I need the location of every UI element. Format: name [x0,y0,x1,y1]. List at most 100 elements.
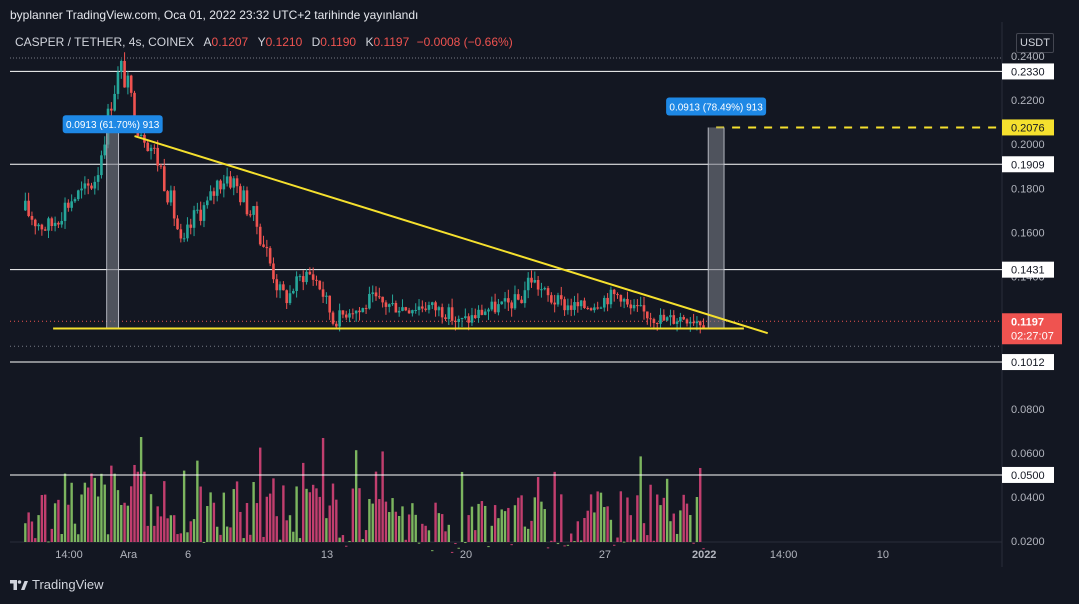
candle-body [675,321,679,324]
candle-body [559,295,563,300]
candle-body [202,205,206,221]
volume-bar [315,488,318,542]
candle-body [156,147,159,166]
candle-body [368,293,371,309]
volume-bar [222,492,226,542]
volume-bar [381,451,384,542]
level-price-tag [1002,156,1054,173]
time-tick-label: 10 [877,549,889,561]
candle-body [546,288,550,296]
candle-body [632,305,636,309]
candle-body [222,183,226,190]
candle-body [579,300,583,307]
bar-countdown-label: 02:27:07 [1011,330,1054,342]
volume-bar [702,548,705,550]
candle-body [374,292,378,297]
candle-body [258,226,262,245]
price-tick-label: 0.0200 [1011,536,1045,548]
volume-bar [603,507,606,542]
volume-bar [560,494,563,542]
volume-bar [37,515,40,542]
volume-bar [642,523,646,542]
candle-body [196,209,199,211]
volume-bar [245,503,249,542]
volume-bar [268,493,272,542]
candle-body [593,307,596,311]
volume-bar [649,484,652,542]
candle-body [540,289,543,291]
volume-bar [622,541,626,543]
candle-body [652,319,656,323]
candle-body [103,144,107,156]
candle-body [335,323,338,327]
symbol-name[interactable]: CASPER / TETHER, 4s, COINEX [15,35,195,49]
volume-bar [434,502,437,542]
volume-bar [447,524,450,542]
volume-bar [656,494,659,542]
volume-bar [325,518,328,542]
descending-trendline[interactable] [134,135,769,335]
candle-body [67,202,70,208]
symbol-legend: CASPER / TETHER, 4s, COINEX A0.1207 Y0.1… [15,35,513,49]
volume-bar [513,505,517,542]
candle-body [285,290,288,304]
currency-button[interactable]: USDT [1016,33,1054,53]
volume-bar [401,506,404,542]
volume-bar [689,515,692,542]
volume-bar [199,486,202,542]
volume-bar [295,486,298,542]
volume-bar [394,511,398,542]
candle-body [619,295,623,302]
volume-bar [556,543,560,545]
volume-bar [173,515,176,542]
price-range-measure[interactable] [708,127,725,329]
candle-body [371,292,375,294]
candle-body [126,75,130,88]
candle-body [86,183,90,186]
candle-body [149,147,153,152]
candle-body [602,297,606,308]
candle-body [37,224,40,227]
volume-bar [176,534,179,542]
candle-body [311,274,315,280]
volume-bar [318,496,321,542]
candle-body [685,319,689,324]
measure-badge [62,115,163,134]
candle-body [689,321,692,324]
candle-body [245,190,249,215]
volume-bar [566,544,570,546]
volume-bar [659,505,662,542]
volume-bar [73,523,77,542]
volume-bar [120,505,123,542]
candle-body [599,307,603,309]
candle-body [186,224,189,239]
candle-body [275,279,279,291]
volume-bar [543,509,546,542]
candle-body [487,309,490,312]
candle-body [248,214,252,216]
candle-body [411,310,414,314]
level-price-label: 0.0500 [1011,470,1045,482]
level-price-label: 0.1909 [1011,159,1045,171]
volume-bar [106,534,110,542]
candle-body [96,175,100,182]
volume-bar [292,531,295,542]
volume-bar [341,535,345,542]
tradingview-footer[interactable]: TradingView [10,577,104,592]
candle-body [533,279,537,283]
level-price-tag [1002,63,1054,80]
volume-bar [186,532,189,542]
price-range-measure[interactable] [106,127,119,329]
candle-body [239,186,242,203]
candle-body [301,276,305,283]
volume-bar [189,521,192,542]
volume-bar [374,471,378,542]
candle-body [344,314,348,318]
volume-bar [70,482,73,542]
candle-body [361,308,365,313]
time-tick-label: 2022 [692,549,716,561]
price-tick-label: 0.0400 [1011,492,1045,504]
candle-body [454,320,457,323]
candle-body [40,224,44,230]
